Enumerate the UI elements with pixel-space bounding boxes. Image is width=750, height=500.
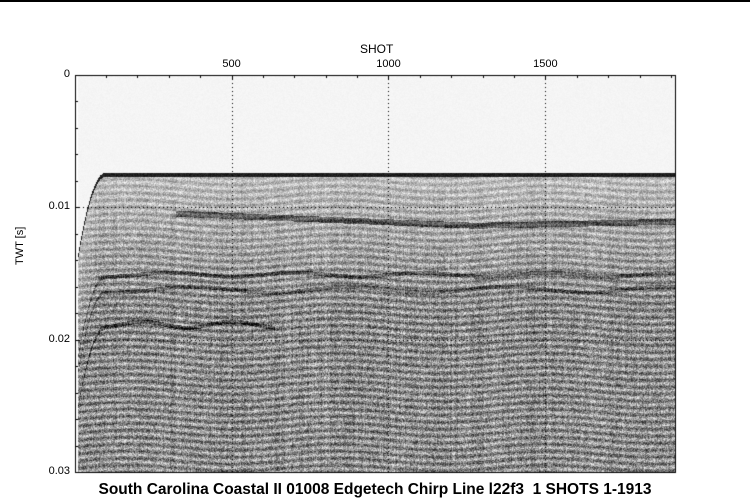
y-axis-label: TWT [s] [14, 226, 26, 265]
x-tick-label: 500 [222, 58, 241, 70]
y-tick-label: 0.01 [48, 200, 70, 213]
y-tick-label: 0.03 [48, 465, 70, 477]
y-tick-label: 0.02 [48, 332, 70, 345]
chart-title: South Carolina Coastal II 01008 Edgetech… [98, 481, 652, 498]
y-tick-label: 0 [63, 68, 70, 80]
x-tick-label: 1000 [376, 58, 401, 70]
x-tick-label: 1500 [533, 58, 558, 70]
x-axis-label: SHOT [360, 42, 394, 56]
